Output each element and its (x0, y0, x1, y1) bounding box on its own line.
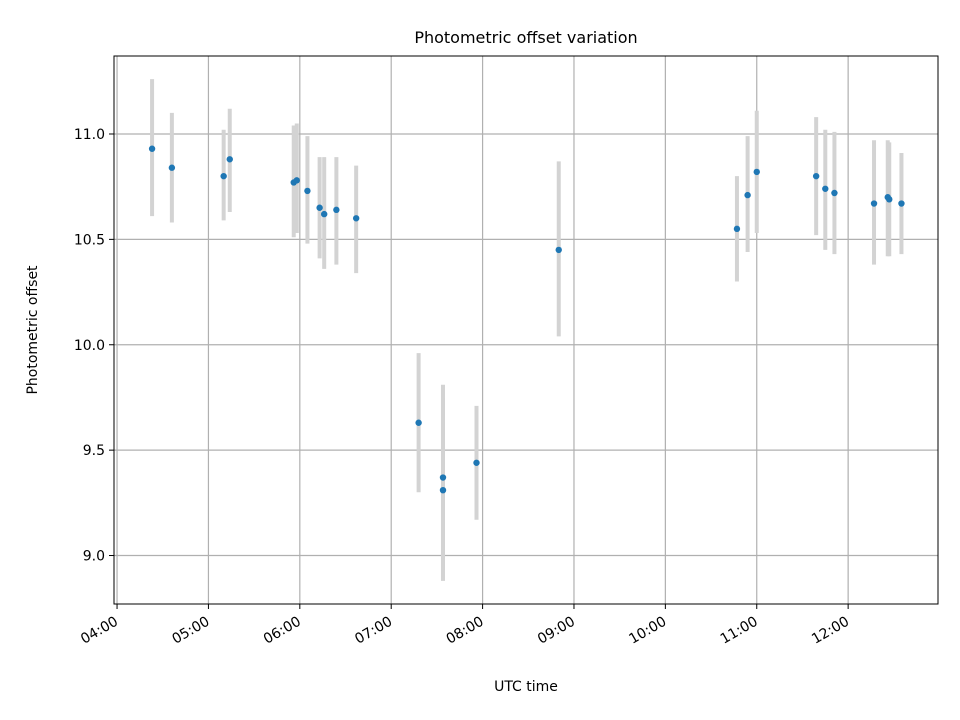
data-point (886, 196, 893, 203)
plot-frame (113, 55, 939, 605)
y-tick-label: 10.5 (74, 232, 105, 248)
data-point (293, 177, 300, 184)
chart-title: Photometric offset variation (414, 28, 637, 47)
data-point (439, 474, 447, 481)
data-point (744, 191, 751, 199)
y-axis-label: Photometric offset (25, 265, 41, 395)
data-point (555, 246, 562, 254)
y-tick-label: 9.0 (83, 549, 105, 565)
data-points (148, 145, 905, 494)
data-point (812, 172, 820, 180)
data-point (898, 200, 905, 207)
y-axis-ticks: 9.0 9.5 10.0 10.5 11.0 (74, 127, 114, 565)
data-point (304, 187, 311, 195)
y-tick-label: 11.0 (74, 127, 105, 143)
data-point (733, 225, 741, 233)
y-tick-label: 9.5 (83, 443, 105, 459)
data-point (439, 486, 447, 494)
data-point (333, 206, 340, 214)
data-point (870, 200, 878, 207)
data-point (226, 156, 233, 163)
y-tick-label: 10.0 (74, 338, 105, 354)
x-axis-label: UTC time (494, 679, 558, 695)
data-point (831, 189, 838, 197)
grid (114, 56, 938, 604)
data-point (168, 164, 176, 171)
data-point (316, 204, 323, 211)
data-point (822, 185, 829, 192)
data-point (473, 459, 480, 466)
data-point (352, 215, 360, 222)
data-point (415, 419, 422, 426)
data-point (320, 210, 328, 218)
data-point (220, 172, 227, 180)
data-point (753, 168, 760, 176)
data-point (148, 145, 156, 152)
